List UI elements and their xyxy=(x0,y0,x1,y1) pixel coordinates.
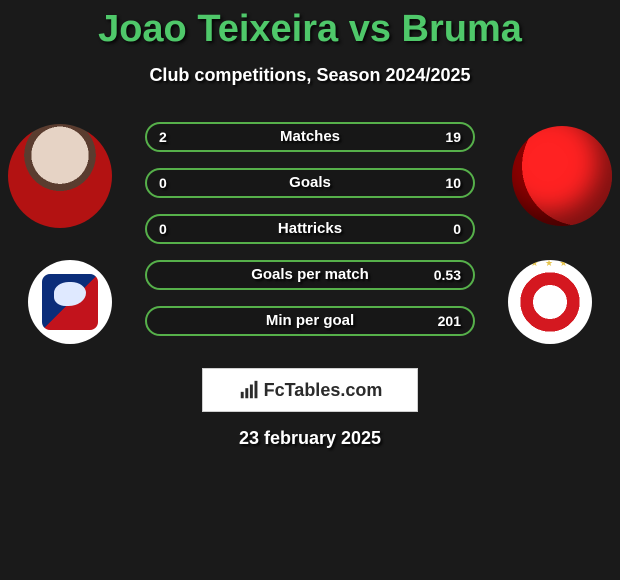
stat-value-right: 201 xyxy=(438,308,461,334)
stat-value-right: 0 xyxy=(453,216,461,242)
stat-pill: Min per goal201 xyxy=(145,306,475,336)
club-left-badge xyxy=(28,260,112,344)
page-title: Joao Teixeira vs Bruma xyxy=(0,0,620,51)
stat-label: Goals xyxy=(147,170,473,196)
chart-icon xyxy=(238,379,260,401)
player-right-avatar xyxy=(512,126,612,226)
stat-pill: Matches2 19 xyxy=(145,122,475,152)
subtitle: Club competitions, Season 2024/2025 xyxy=(0,65,620,86)
stat-pill: Goals per match0.53 xyxy=(145,260,475,290)
stat-value-right: 0.53 xyxy=(434,262,461,288)
stat-label: Goals per match xyxy=(147,262,473,288)
club-right-badge-shape xyxy=(520,272,580,332)
date-stamp: 23 february 2025 xyxy=(0,428,620,449)
stat-label: Hattricks xyxy=(147,216,473,242)
stat-value-left: 0 xyxy=(159,170,167,196)
player-left-avatar xyxy=(8,124,112,228)
club-left-badge-shape xyxy=(42,274,98,330)
stat-pill: Goals0 10 xyxy=(145,168,475,198)
club-right-badge xyxy=(508,260,592,344)
stat-label: Min per goal xyxy=(147,308,473,334)
stat-value-right: 10 xyxy=(445,170,461,196)
stat-pill: Hattricks0 0 xyxy=(145,214,475,244)
stat-label: Matches xyxy=(147,124,473,150)
comparison-arena: Matches219Goals010Hattricks00Goals per m… xyxy=(0,122,620,358)
stat-value-left: 0 xyxy=(159,216,167,242)
stat-value-left: 2 xyxy=(159,124,167,150)
brand-box: FcTables.com xyxy=(202,368,418,412)
brand-text: FcTables.com xyxy=(264,380,383,401)
stat-value-right: 19 xyxy=(445,124,461,150)
